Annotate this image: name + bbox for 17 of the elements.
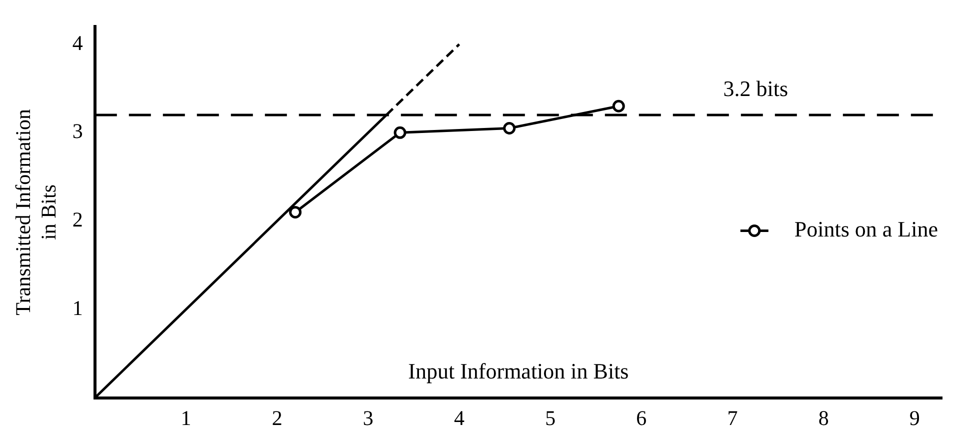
x-axis-title: Input Information in Bits	[408, 358, 629, 384]
ref-line-label: 3.2 bits	[723, 76, 788, 101]
x-tick-label: 4	[454, 406, 465, 430]
y-axis-title: Transmitted Information in Bits	[11, 108, 60, 316]
x-tick-label: 2	[272, 406, 282, 430]
y-tick-label: 3	[72, 119, 83, 144]
x-tick-label: 1	[180, 406, 192, 430]
x-tick-label: 3	[362, 406, 374, 430]
y-tick-label: 1	[72, 296, 83, 320]
legend-label: Points on a Line	[794, 216, 938, 242]
y-tick-label: 2	[72, 208, 83, 232]
x-tick-label: 5	[545, 406, 556, 430]
x-tick-label: 6	[636, 406, 647, 430]
x-tick-label: 9	[909, 406, 920, 430]
y-tick-label: 4	[72, 30, 84, 55]
x-tick-label: 8	[818, 406, 829, 430]
x-tick-label: 7	[727, 406, 738, 430]
